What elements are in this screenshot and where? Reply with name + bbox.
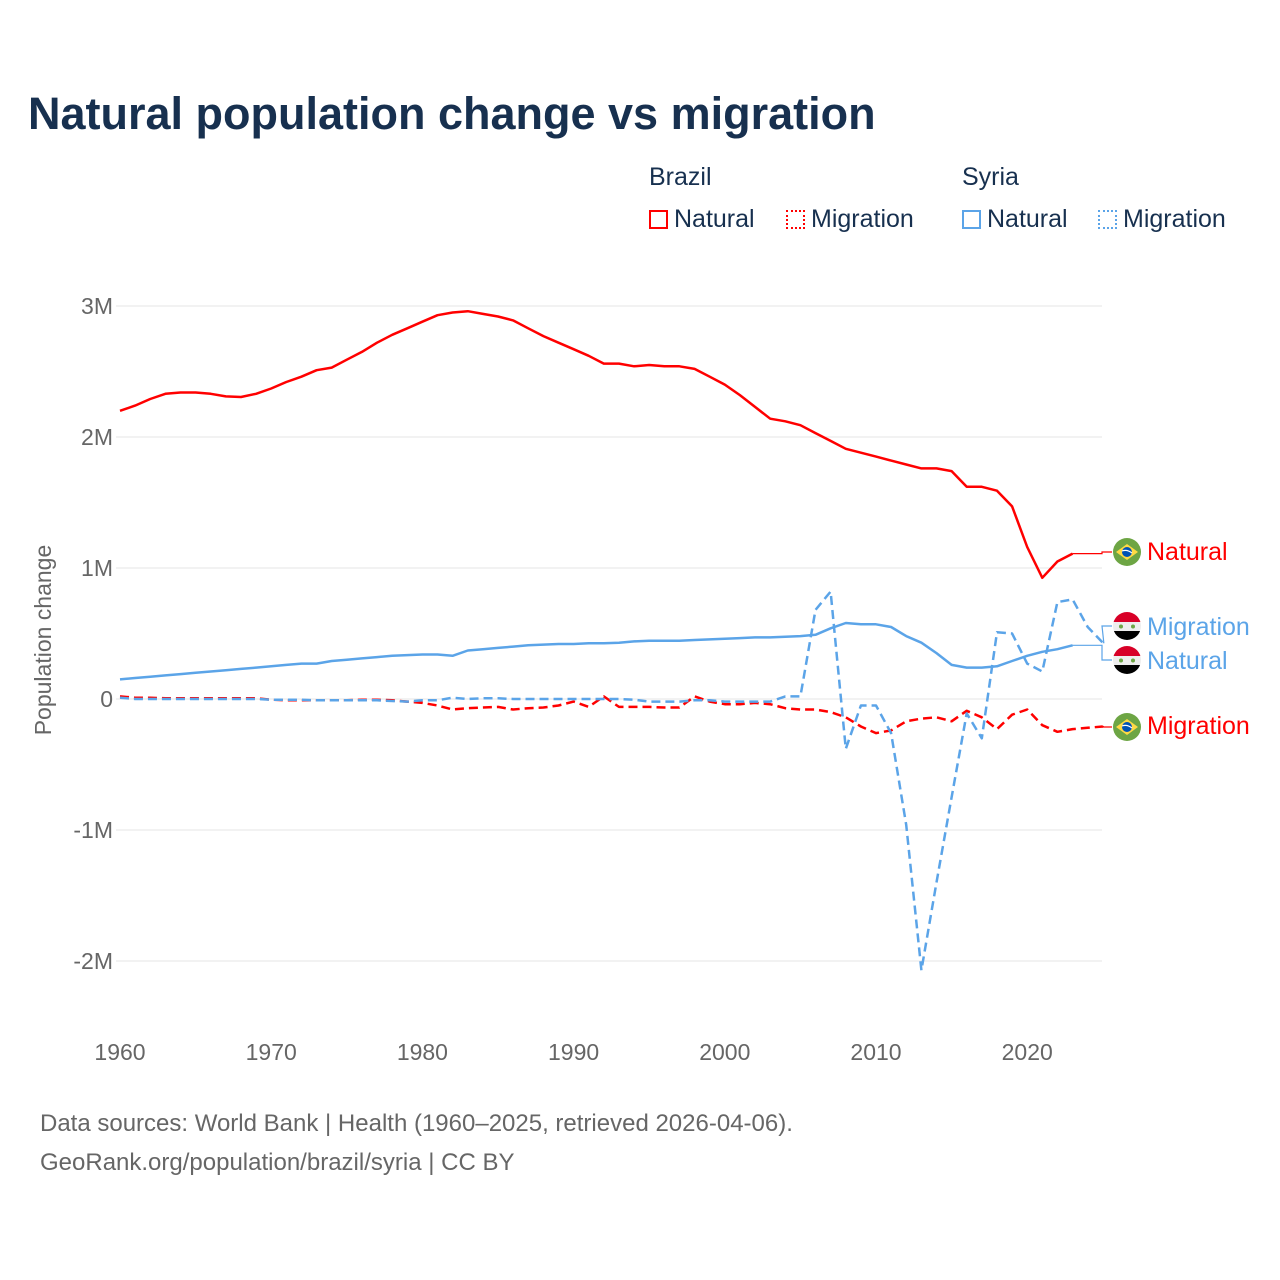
brazil-flag-icon	[1113, 538, 1141, 566]
legend-label: Natural	[674, 205, 755, 233]
label-connector	[1101, 625, 1112, 644]
y-tick-label: 0	[100, 686, 113, 712]
legend-swatch-dotted-red	[786, 210, 805, 229]
y-tick-label: -1M	[73, 817, 113, 843]
series-line-syria-migration	[119, 590, 1104, 972]
chart-title: Natural population change vs migration	[28, 88, 876, 139]
syria-flag-icon	[1113, 646, 1141, 674]
legend-swatch-dotted-blue	[1098, 210, 1117, 229]
legend-label: Natural	[987, 205, 1068, 233]
y-tick-label: 1M	[81, 555, 113, 581]
series-line-syria-natural	[119, 621, 1073, 681]
legend-swatch-solid-blue	[962, 210, 981, 229]
footer-credit[interactable]: GeoRank.org/population/brazil/syria | CC…	[40, 1149, 515, 1176]
y-tick-label: -2M	[73, 948, 113, 974]
series-line-brazil-migration	[119, 695, 1103, 735]
label-connector	[1072, 644, 1112, 661]
y-tick-label: 2M	[81, 424, 113, 450]
legend-brazil-migration[interactable]: Migration	[786, 205, 914, 234]
x-tick-label: 1970	[246, 1039, 297, 1065]
legend-syria-migration[interactable]: Migration	[1098, 205, 1226, 234]
legend-swatch-solid-red	[649, 210, 668, 229]
syria-flag-icon	[1113, 612, 1141, 640]
legend-label: Migration	[811, 205, 914, 233]
y-tick-label: 3M	[81, 293, 113, 319]
x-tick-label: 2000	[699, 1039, 750, 1065]
x-tick-label: 2010	[850, 1039, 901, 1065]
series-line-brazil-natural	[119, 309, 1074, 580]
brazil-flag-icon	[1113, 713, 1141, 741]
legend-group-syria: Syria	[962, 163, 1019, 191]
y-axis-label: Population change	[30, 545, 56, 736]
x-tick-label: 1980	[397, 1039, 448, 1065]
x-tick-label: 1960	[94, 1039, 145, 1065]
label-connector	[1072, 551, 1112, 555]
legend-brazil-natural[interactable]: Natural	[649, 205, 755, 234]
legend-label: Migration	[1123, 205, 1226, 233]
x-tick-label: 2020	[1002, 1039, 1053, 1065]
end-label-syria-natural: Natural	[1147, 647, 1228, 675]
end-label-syria-migration: Migration	[1147, 613, 1250, 641]
legend-syria-natural[interactable]: Natural	[962, 205, 1068, 234]
legend-group-brazil: Brazil	[649, 163, 712, 191]
end-label-brazil-natural: Natural	[1147, 538, 1228, 566]
end-label-brazil-migration: Migration	[1147, 712, 1250, 740]
footer-sources: Data sources: World Bank | Health (1960–…	[40, 1110, 793, 1137]
x-tick-label: 1990	[548, 1039, 599, 1065]
